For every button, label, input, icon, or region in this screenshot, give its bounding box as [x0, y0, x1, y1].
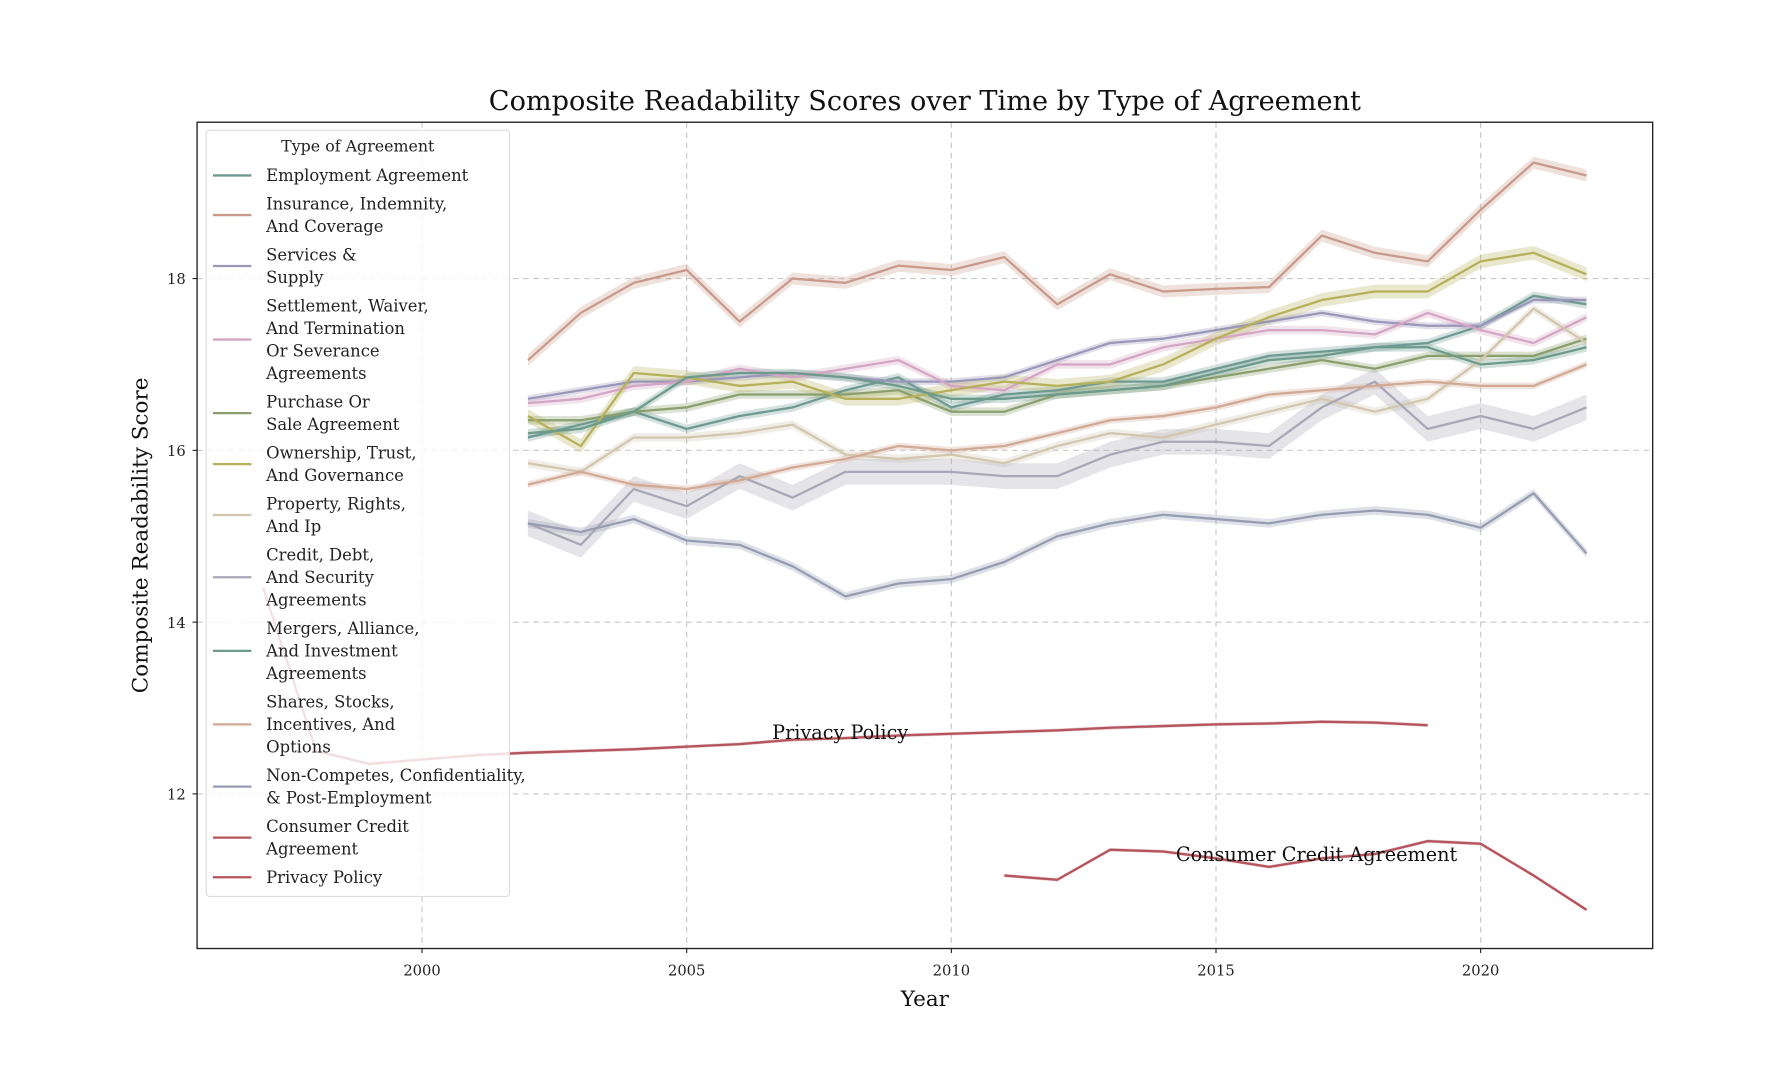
- legend-label: And Security: [265, 568, 375, 587]
- y-tick-label: 18: [167, 271, 186, 288]
- x-tick-label: 2005: [668, 963, 705, 980]
- series-line: [527, 251, 1587, 448]
- ci-band: [527, 245, 1587, 453]
- legend-box: [205, 129, 511, 898]
- series-line: [527, 492, 1588, 598]
- legend-label: Purchase Or: [266, 392, 370, 411]
- y-tick-label: 14: [167, 615, 186, 632]
- series-line: [1004, 840, 1588, 911]
- x-tick-label: 2020: [1462, 963, 1499, 980]
- annotation-consumer-credit: Consumer Credit Agreement: [1176, 843, 1458, 866]
- legend-label: Employment Agreement: [266, 166, 469, 185]
- legend-label: Credit, Debt,: [266, 545, 374, 564]
- series-line: [527, 294, 1587, 439]
- legend-label: Options: [266, 738, 331, 757]
- y-tick-label: 12: [167, 787, 186, 804]
- x-axis-label: Year: [900, 987, 950, 1012]
- legend-label: Incentives, And: [266, 715, 396, 734]
- legend-label: And Coverage: [265, 217, 383, 236]
- annotations: Privacy Policy Consumer Credit Agreement: [772, 721, 1457, 866]
- legend-title: Type of Agreement: [281, 137, 435, 156]
- legend-label: And Governance: [265, 466, 404, 485]
- y-axis-label: Composite Readability Score: [128, 378, 153, 694]
- plot-frame: [196, 121, 1654, 950]
- legend-label: And Termination: [265, 319, 405, 338]
- ci-band: [527, 296, 1587, 403]
- x-tick-label: 2010: [933, 963, 970, 980]
- legend-label: Settlement, Waiver,: [266, 296, 429, 315]
- legend-label: Insurance, Indemnity,: [266, 194, 447, 213]
- series-line: [527, 380, 1587, 546]
- series-lines: [262, 161, 1588, 911]
- legend-label: & Post-Employment: [266, 789, 432, 808]
- legend-label: Agreement: [265, 840, 358, 859]
- legend-label: Supply: [266, 268, 324, 287]
- legend-label: And Investment: [265, 641, 398, 660]
- series-line: [527, 307, 1588, 473]
- legend-label: Agreements: [265, 364, 366, 383]
- series-line: [527, 363, 1587, 491]
- series-line: [527, 161, 1587, 362]
- ci-band: [527, 488, 1587, 601]
- chart-title: Composite Readability Scores over Time b…: [489, 86, 1361, 117]
- legend-label: Agreements: [265, 591, 366, 610]
- y-tick-label: 16: [167, 443, 186, 460]
- legend-label: Consumer Credit: [266, 817, 409, 836]
- legend-label: Property, Rights,: [266, 494, 406, 513]
- axis-ticks: 2000 2005 2010 2015 2020 12 14 16 18: [167, 271, 1499, 979]
- grid-lines: [197, 122, 1653, 949]
- x-tick-label: 2015: [1197, 963, 1234, 980]
- legend-label: Non-Competes, Confidentiality,: [266, 766, 525, 785]
- series-line: [527, 346, 1587, 435]
- ci-band: [527, 308, 1587, 408]
- legend-label: Mergers, Alliance,: [266, 619, 419, 638]
- ci-band: [527, 368, 1587, 558]
- legend-label: Ownership, Trust,: [266, 443, 416, 462]
- x-tick-label: 2000: [403, 963, 440, 980]
- legend-label: Privacy Policy: [266, 868, 383, 887]
- legend-label: Services &: [266, 245, 356, 264]
- legend-label: Agreements: [265, 664, 366, 683]
- ci-band: [527, 291, 1587, 442]
- legend: Type of Agreement Employment Agreement In…: [205, 129, 526, 898]
- annotation-privacy-policy: Privacy Policy: [772, 721, 908, 744]
- legend-label: Or Severance: [266, 342, 380, 361]
- legend-label: And Ip: [265, 517, 321, 536]
- series-line: [527, 311, 1588, 405]
- legend-label: Sale Agreement: [266, 415, 400, 434]
- legend-label: Shares, Stocks,: [266, 692, 394, 711]
